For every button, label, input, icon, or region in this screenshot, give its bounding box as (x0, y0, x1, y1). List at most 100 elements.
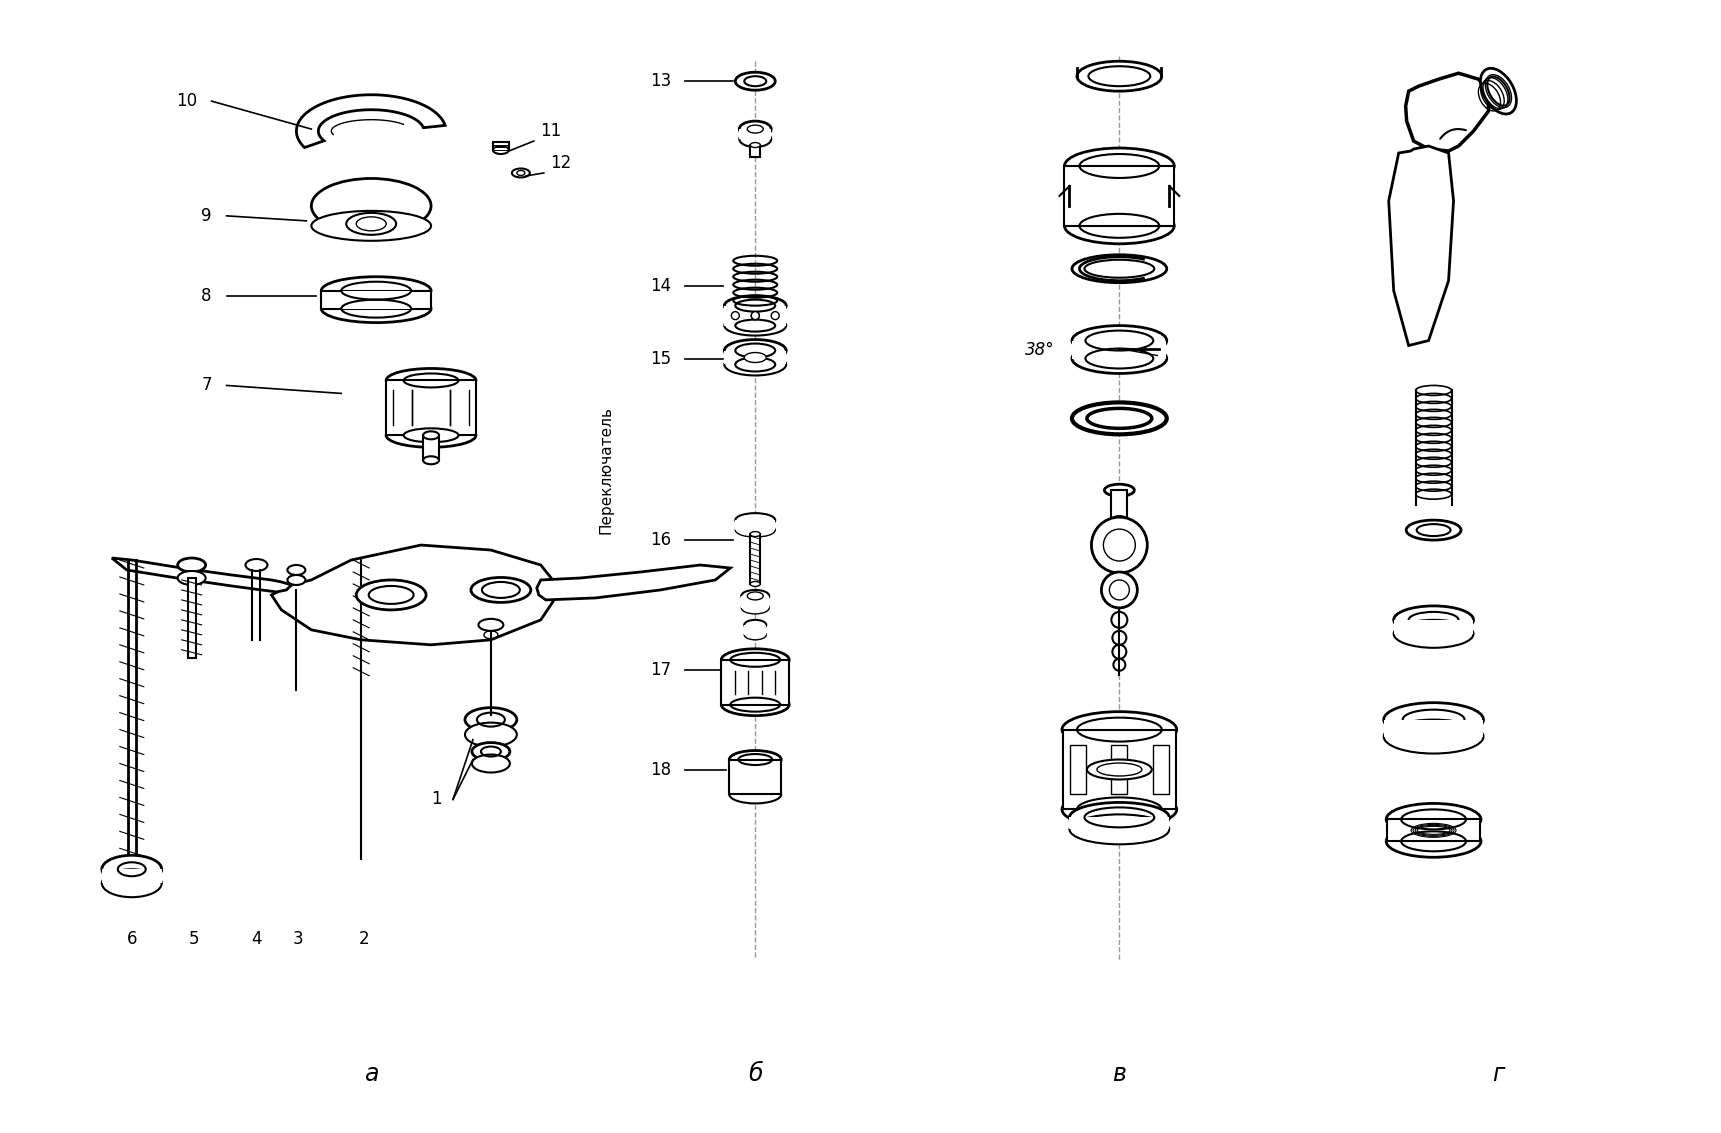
Bar (1112, 491, 1127, 520)
Ellipse shape (177, 559, 205, 572)
Circle shape (1091, 517, 1148, 573)
Ellipse shape (356, 580, 427, 610)
Ellipse shape (312, 179, 430, 233)
Text: 14: 14 (651, 276, 671, 295)
Ellipse shape (742, 602, 769, 614)
Ellipse shape (1072, 325, 1167, 356)
Text: 38°: 38° (1024, 341, 1055, 358)
Ellipse shape (386, 424, 477, 448)
Text: 13: 13 (651, 73, 671, 91)
Ellipse shape (743, 630, 766, 640)
Bar (1072, 341, 1167, 358)
Bar (1416, 391, 1451, 505)
Bar (1153, 744, 1169, 794)
Ellipse shape (742, 590, 769, 602)
Text: 6: 6 (127, 930, 138, 948)
Ellipse shape (423, 432, 439, 440)
Bar (492, 142, 509, 150)
Bar (725, 306, 786, 325)
Ellipse shape (740, 121, 771, 137)
Text: 11: 11 (540, 122, 561, 140)
Ellipse shape (1065, 148, 1174, 184)
Bar (1394, 620, 1473, 633)
Ellipse shape (246, 559, 267, 571)
Ellipse shape (322, 295, 430, 323)
Ellipse shape (1088, 759, 1151, 780)
Bar (721, 659, 790, 705)
Polygon shape (1389, 146, 1454, 346)
Bar (1112, 744, 1127, 794)
Text: 18: 18 (651, 760, 671, 778)
Bar (1070, 744, 1086, 794)
Ellipse shape (102, 855, 162, 884)
Ellipse shape (1416, 525, 1451, 536)
Bar (742, 596, 769, 608)
Ellipse shape (1112, 517, 1127, 525)
Circle shape (1112, 645, 1126, 658)
Ellipse shape (750, 143, 761, 147)
Text: 8: 8 (201, 287, 212, 305)
Ellipse shape (177, 571, 205, 585)
Circle shape (1101, 572, 1138, 608)
Bar (386, 381, 477, 435)
Ellipse shape (1072, 343, 1167, 374)
Circle shape (752, 312, 759, 320)
Ellipse shape (725, 353, 786, 375)
Ellipse shape (472, 742, 509, 760)
Ellipse shape (1069, 815, 1169, 844)
Text: 10: 10 (176, 92, 198, 110)
Ellipse shape (743, 352, 766, 363)
Polygon shape (1406, 74, 1489, 151)
Circle shape (1112, 612, 1127, 628)
Polygon shape (296, 95, 446, 147)
Bar (465, 719, 516, 734)
Text: в: в (1112, 1062, 1126, 1085)
Bar (730, 759, 781, 794)
Bar (750, 534, 761, 583)
Ellipse shape (1409, 612, 1458, 628)
Ellipse shape (725, 316, 786, 335)
Text: 2: 2 (360, 930, 370, 948)
Ellipse shape (472, 578, 530, 603)
Text: 16: 16 (651, 531, 671, 550)
Ellipse shape (516, 170, 525, 176)
Ellipse shape (740, 131, 771, 147)
Ellipse shape (478, 619, 503, 631)
Circle shape (752, 312, 759, 320)
Bar (472, 751, 509, 764)
Ellipse shape (472, 755, 509, 773)
Text: 17: 17 (651, 661, 671, 679)
Ellipse shape (1062, 792, 1177, 827)
Polygon shape (112, 559, 291, 591)
Ellipse shape (730, 785, 781, 803)
Ellipse shape (735, 73, 774, 91)
Ellipse shape (1069, 802, 1169, 833)
Bar (1069, 817, 1169, 829)
Ellipse shape (1406, 520, 1461, 540)
Ellipse shape (1403, 709, 1465, 730)
Text: а: а (363, 1062, 379, 1085)
Circle shape (1112, 631, 1126, 645)
Text: г: г (1492, 1062, 1504, 1085)
Text: 3: 3 (293, 930, 303, 948)
Text: 4: 4 (251, 930, 262, 948)
Ellipse shape (102, 869, 162, 897)
Bar (1384, 719, 1484, 736)
Bar (1065, 165, 1174, 225)
Bar (287, 570, 305, 580)
Ellipse shape (1065, 207, 1174, 244)
Ellipse shape (287, 565, 305, 574)
Ellipse shape (1105, 484, 1134, 496)
Ellipse shape (322, 276, 430, 305)
Ellipse shape (511, 169, 530, 178)
Ellipse shape (735, 523, 774, 537)
Bar (188, 578, 196, 658)
Circle shape (731, 312, 740, 320)
Ellipse shape (750, 531, 761, 537)
Bar (743, 625, 766, 634)
Ellipse shape (287, 574, 305, 585)
Ellipse shape (721, 649, 790, 671)
Text: 5: 5 (188, 930, 200, 948)
Ellipse shape (1480, 68, 1516, 114)
Bar (322, 291, 430, 308)
